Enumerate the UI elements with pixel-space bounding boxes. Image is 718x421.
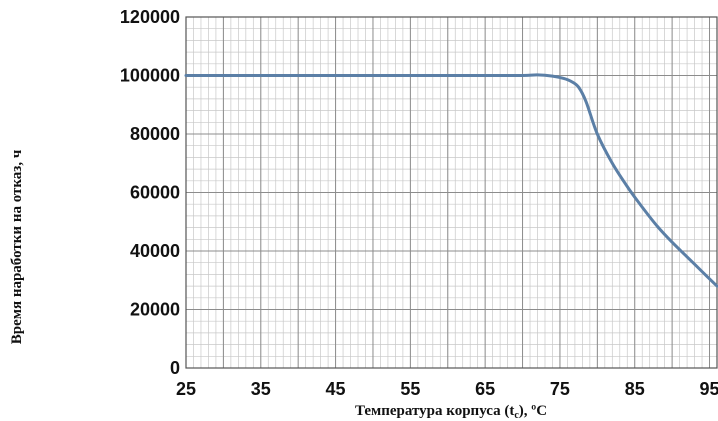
- grid: [185, 16, 718, 369]
- y-tick-label: 0: [170, 358, 180, 378]
- y-tick-labels: 0 20000 40000 60000 80000 100000 120000: [120, 7, 180, 378]
- x-tick-labels: 25 35 45 55 65 75 85 95: [176, 379, 718, 399]
- y-axis-title: Время наработки на отказ, ч: [9, 149, 25, 344]
- x-tick-label: 45: [326, 379, 346, 399]
- x-axis-title: Температура корпуса (tc), ºC: [355, 403, 547, 421]
- series-line: [184, 73, 718, 288]
- series-layer: [184, 73, 718, 288]
- x-axis-title-suffix: ), ºC: [519, 403, 547, 419]
- x-tick-label: 55: [400, 379, 420, 399]
- y-tick-label: 80000: [130, 124, 180, 144]
- x-axis-title-main: Температура корпуса (t: [355, 403, 514, 419]
- x-tick-label: 35: [251, 379, 271, 399]
- plot-frame: [185, 16, 718, 369]
- x-tick-label: 75: [550, 379, 570, 399]
- x-axis-title-subscript: c: [514, 410, 519, 421]
- y-tick-label: 40000: [130, 241, 180, 261]
- y-tick-label: 20000: [130, 300, 180, 320]
- y-tick-label: 120000: [120, 7, 180, 27]
- y-tick-label: 60000: [130, 183, 180, 203]
- x-tick-label: 95: [700, 379, 718, 399]
- y-tick-label: 100000: [120, 66, 180, 86]
- x-tick-label: 85: [625, 379, 645, 399]
- x-tick-label: 65: [475, 379, 495, 399]
- x-tick-label: 25: [176, 379, 196, 399]
